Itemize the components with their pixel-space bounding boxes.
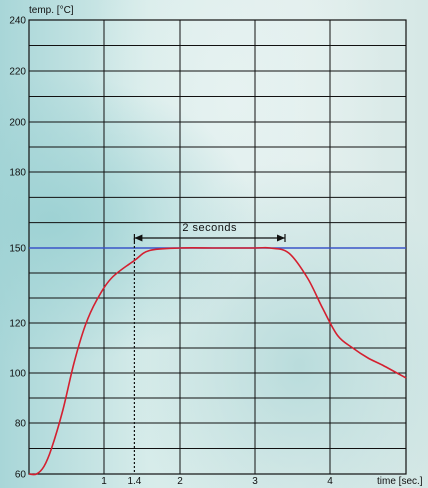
- x-tick-label: 4: [327, 476, 333, 487]
- y-tick-label: 60: [15, 470, 27, 481]
- temperature-curve: [28, 246, 407, 476]
- annotation-arrow-left: [134, 234, 143, 242]
- duration-annotation: 2 seconds: [133, 222, 286, 242]
- y-tick-label: 200: [9, 118, 26, 129]
- plot-frame: [28, 19, 407, 475]
- y-axis-title: temp. [°C]: [29, 5, 74, 16]
- x-axis-title: time [sec.]: [377, 476, 423, 487]
- y-tick-label: 180: [9, 168, 26, 179]
- y-tick-label: 240: [9, 16, 26, 27]
- y-tick-labels: 60 80 100 120 150 180 200 220 240: [9, 16, 26, 481]
- x-tick-labels: 1 1.4 2 3 4: [101, 476, 333, 487]
- y-tick-label: 220: [9, 67, 26, 78]
- x-tick-label: 2: [177, 476, 183, 487]
- x-tick-label: 1: [101, 476, 107, 487]
- x-tick-label: 3: [252, 476, 258, 487]
- annotation-arrow-right: [277, 234, 285, 242]
- y-tick-label: 120: [9, 319, 26, 330]
- y-tick-label: 100: [9, 369, 26, 380]
- x-tick-label: 1.4: [127, 476, 141, 487]
- annotation-text: 2 seconds: [182, 222, 237, 234]
- y-tick-label: 150: [9, 244, 26, 255]
- y-tick-label: 80: [15, 419, 27, 430]
- grid-lines: [28, 19, 407, 475]
